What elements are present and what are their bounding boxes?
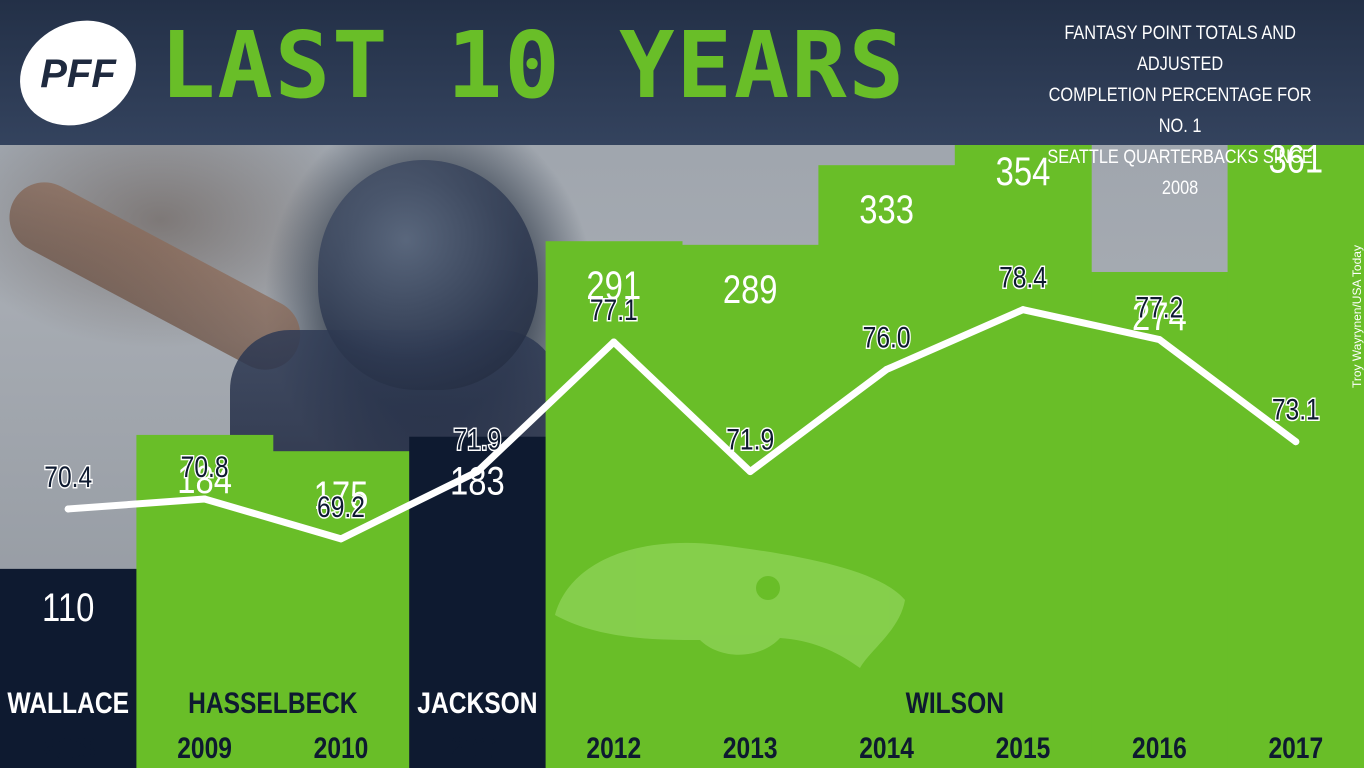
year-tick-label: 2017 <box>1268 731 1323 765</box>
line-value-label: 71.9 <box>726 422 774 456</box>
line-point <box>473 468 481 476</box>
line-point <box>610 338 618 346</box>
bar-value-label: 274 <box>1132 294 1187 339</box>
year-tick-label: 2014 <box>859 731 914 765</box>
quarterback-name-label: WILSON <box>906 686 1004 720</box>
year-tick-label: 2013 <box>723 731 778 765</box>
line-value-label: 76.0 <box>863 320 911 354</box>
bar <box>545 241 683 768</box>
year-tick-label: 2012 <box>586 731 641 765</box>
line-point <box>1155 336 1163 344</box>
seahawks-logo-eye <box>756 576 780 600</box>
chart-title: LAST 10 YEARS <box>160 12 907 119</box>
line-value-label: 73.1 <box>1272 392 1320 426</box>
bar-value-label: 184 <box>177 457 232 502</box>
bar-value-label: 175 <box>314 473 369 518</box>
photo-credit: Troy Wayrynen/USA Today <box>1350 245 1364 388</box>
bar-value-label: 291 <box>586 263 641 308</box>
line-value-label: 71.9 <box>453 422 501 456</box>
line-point <box>883 365 891 373</box>
line-value-label: 69.2 <box>317 489 365 523</box>
logo-text: PFF <box>40 52 117 96</box>
subtitle-line: COMPLETION PERCENTAGE FOR NO. 1 <box>1048 85 1312 137</box>
bar <box>1091 271 1229 768</box>
year-tick-label: 2015 <box>996 731 1051 765</box>
year-tick-label: 2008 <box>41 731 96 765</box>
bar-value-label: 354 <box>996 149 1051 194</box>
seahawks-logo-shape <box>555 542 905 668</box>
line-point <box>1292 438 1300 446</box>
line-value-label: 70.4 <box>44 460 92 494</box>
line-value-label: 77.1 <box>590 293 638 327</box>
bar <box>0 568 137 768</box>
subtitle-line: SEATTLE QUARTERBACKS SINCE 2008 <box>1047 147 1313 199</box>
year-tick-label: 2009 <box>177 731 232 765</box>
line-point <box>201 495 209 503</box>
bar-value-label: 289 <box>723 267 778 312</box>
bar-value-label: 110 <box>42 585 94 630</box>
line-point <box>64 505 72 513</box>
bar <box>954 127 1092 768</box>
pff-football-logo: PFF <box>20 20 136 126</box>
seahawks-logo <box>555 542 905 668</box>
bar-value-label: 183 <box>450 459 505 504</box>
background-photo-helmet <box>318 160 538 390</box>
quarterback-name-label: HASSELBECK <box>188 686 358 720</box>
line-point <box>746 468 754 476</box>
year-tick-label: 2011 <box>451 731 504 765</box>
bar <box>272 451 410 768</box>
chart-subtitle: FANTASY POINT TOTALS AND ADJUSTED COMPLE… <box>1038 18 1322 204</box>
bar <box>818 165 956 768</box>
year-tick-label: 2010 <box>314 731 369 765</box>
line-point <box>1019 306 1027 314</box>
line-value-label: 77.2 <box>1135 290 1183 324</box>
line-value-label: 78.4 <box>999 260 1047 294</box>
bar <box>136 434 274 768</box>
header-band: PFF LAST 10 YEARS FANTASY POINT TOTALS A… <box>0 0 1364 199</box>
year-tick-label: 2016 <box>1132 731 1187 765</box>
quarterback-name-label: JACKSON <box>417 686 537 720</box>
line-value-label: 70.8 <box>181 450 229 484</box>
completion-line <box>64 306 1300 543</box>
subtitle-line: FANTASY POINT TOTALS AND ADJUSTED <box>1064 23 1296 75</box>
line-point <box>337 535 345 543</box>
bar <box>682 244 819 768</box>
quarterback-name-label: WALLACE <box>7 686 129 720</box>
bar-value-label: 333 <box>859 187 914 232</box>
